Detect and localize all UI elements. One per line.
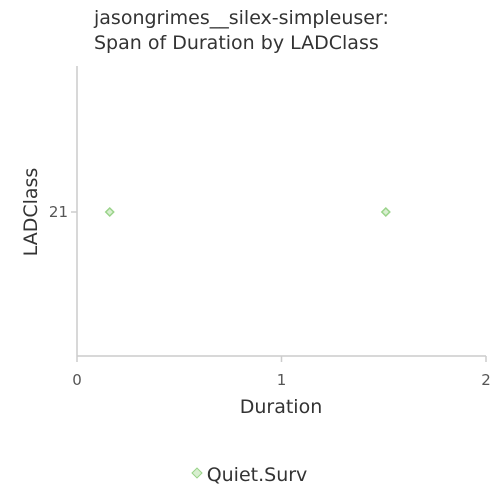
legend-label: Quiet.Surv [206,464,308,486]
x-axis-label: Duration [240,396,323,418]
data-points [104,206,391,218]
y-tick-label: 21 [49,203,68,221]
x-tick-label: 1 [277,371,287,389]
tick-labels: 0 1 2 21 [49,203,491,389]
x-tick-label: 2 [481,371,491,389]
chart-title-line-2: Span of Duration by LADClass [94,32,379,54]
axes [76,66,486,357]
data-point [104,206,115,218]
chart-title: jasongrimes__silex-simpleuser: Span of D… [94,6,494,56]
data-point [380,206,391,218]
x-tick-label: 0 [72,371,82,389]
y-axis-label: LADClass [20,168,42,257]
chart-title-line-1: jasongrimes__silex-simpleuser: [94,7,389,29]
legend-diamond-icon [191,466,203,479]
legend: Quiet.Surv [0,464,500,486]
